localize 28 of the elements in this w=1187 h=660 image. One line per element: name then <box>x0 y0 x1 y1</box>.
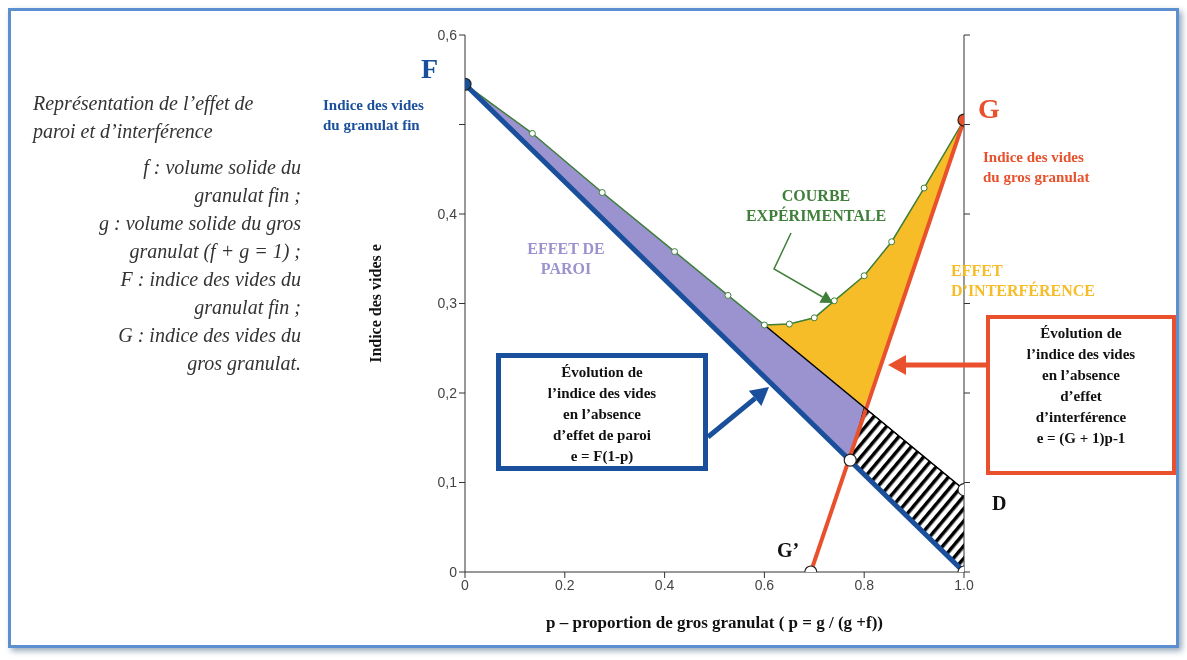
y-tick-label: 0,1 <box>437 474 458 491</box>
annotation: D <box>992 491 1007 514</box>
x-tick-label: 0.4 <box>654 576 675 593</box>
series-label: COURBE EXPÉRIMENTALE <box>744 186 888 226</box>
x-tick-label: 0.6 <box>754 576 775 593</box>
text: Évolution de l’indice des vides en l’absence d’effet d’interférence e = (G + 1)p-1 <box>986 315 1176 475</box>
y-tick-label: 0,6 <box>437 26 458 43</box>
y-axis-title: Indice des vides e <box>366 244 384 363</box>
text: f : volume solide du granulat fin ; g : volume solide du gros granulat (f + g = 1) ; F : indice des vides du granulat fin ; G : indice des vides du gros granulat. <box>98 155 301 377</box>
annotation: G <box>978 92 1000 124</box>
annotation: G’ <box>776 539 800 561</box>
y-tick-label: 0 <box>449 563 458 580</box>
x-tick-label: 0 <box>461 576 470 593</box>
annotation: Évolution de l’indice des vides en l’absence d’effet de paroi e = F(1-p) <box>496 353 708 471</box>
y-tick-label: 0,2 <box>437 384 458 401</box>
text: Représentation de l’effet de paroi et d’interférence <box>33 91 255 145</box>
text: Indice des vides du gros granulat <box>983 148 1091 187</box>
text: Indice des vides du granulat fin <box>323 96 425 135</box>
frame: 0 0.2 0.4 0.6 0.8 1.0 p – proportion de gros granulat ( p = g / (g +f)) 0 0,1 0,2 0,3 0,4 0,6 Indice des vides e Représentation de l’effet de paroi et d’interférence EFFET DE PAROI EFFET D’INTERFÉRENCE COURBE EXPÉRIMENTALE f : volume solide du granulat fin ; g : volume solide du gros granulat (f + g = 1) ; F : indice des vides du granulat fin ; G : indice des vides du gros granulat. F Indice des vides du granulat fin G Indice des vides du gros granulat Évolution de l’indice des vides en l’absence d’effet de paroi e = F(1-p) Évolution de l’indice des vides en l’absence d’effet d’interférence e = (G + 1)p-1 G’ D <box>8 8 1179 648</box>
y-tick-label: 0,4 <box>437 205 458 222</box>
x-axis-title: p – proportion de gros granulat ( p = g / (g +f)) <box>545 613 884 632</box>
x-tick-label: 0.8 <box>854 576 875 593</box>
annotation: F <box>421 52 439 84</box>
text: EFFET D’INTERFÉRENCE <box>951 261 1096 301</box>
y-tick-label: 0,3 <box>437 295 458 312</box>
text: EFFET DE PAROI <box>526 239 606 279</box>
x-tick-label: 0.2 <box>555 576 575 593</box>
x-tick-label: 1.0 <box>954 576 974 593</box>
